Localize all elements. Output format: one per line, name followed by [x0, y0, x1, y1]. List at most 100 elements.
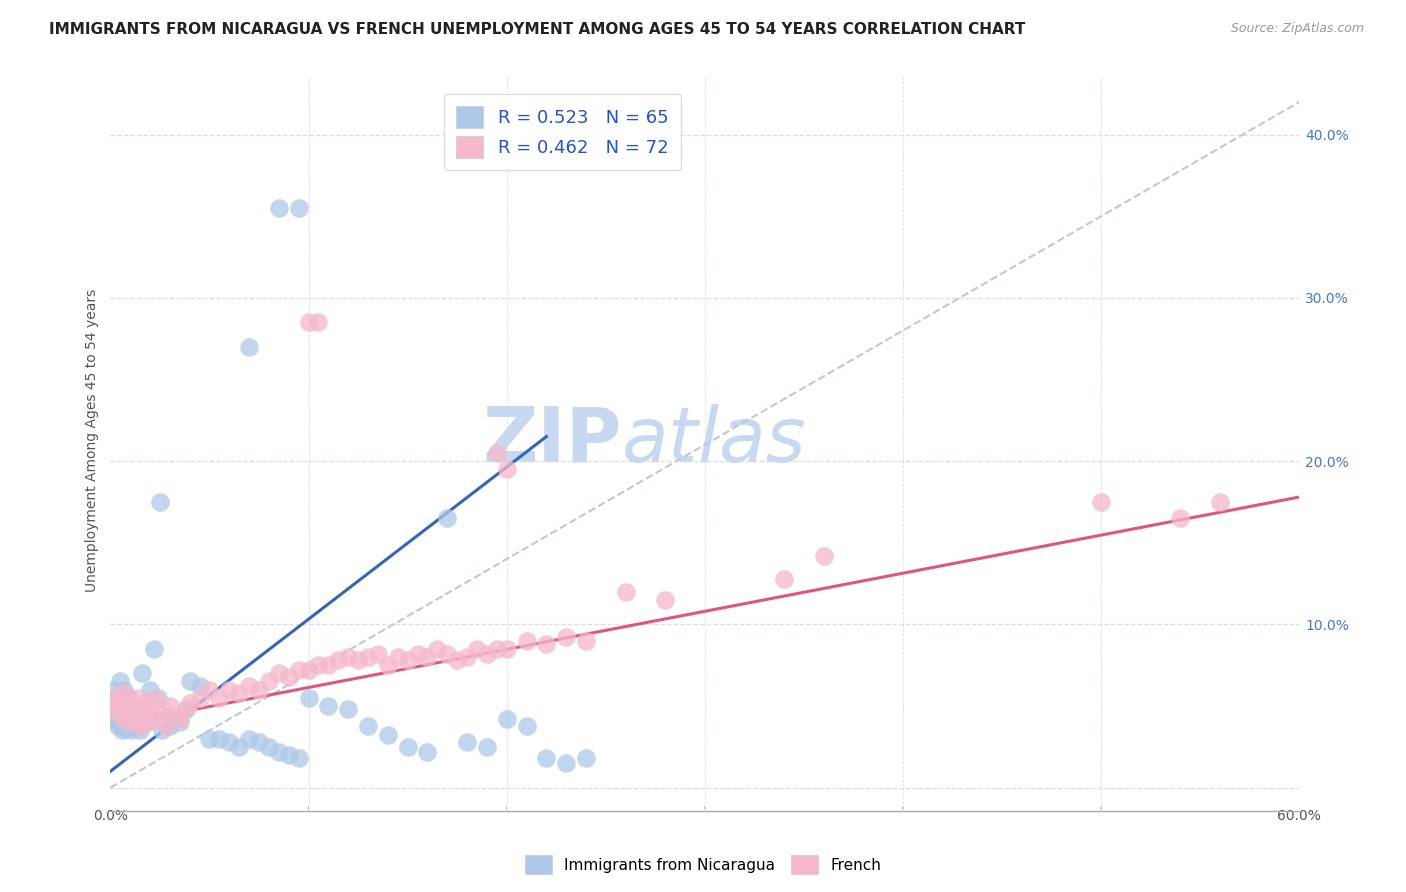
Point — [105, 690, 128, 705]
Point — [169, 712, 191, 726]
Point — [125, 712, 148, 726]
Point — [396, 653, 419, 667]
Point — [198, 682, 221, 697]
Point — [159, 698, 181, 713]
Point — [179, 674, 201, 689]
Point — [198, 731, 221, 746]
Point — [575, 633, 598, 648]
Point — [257, 739, 280, 754]
Point — [112, 682, 135, 697]
Point — [188, 690, 211, 705]
Point — [456, 735, 478, 749]
Point — [308, 658, 330, 673]
Point — [416, 650, 439, 665]
Point — [127, 712, 149, 726]
Point — [426, 641, 449, 656]
Point — [112, 718, 135, 732]
Point — [121, 723, 143, 738]
Point — [117, 690, 139, 705]
Point — [238, 679, 260, 693]
Point — [117, 712, 139, 726]
Point — [149, 495, 172, 509]
Point — [208, 690, 231, 705]
Point — [174, 702, 197, 716]
Point — [122, 702, 145, 716]
Point — [139, 682, 162, 697]
Point — [387, 650, 409, 665]
Point — [347, 653, 370, 667]
Point — [396, 739, 419, 754]
Point — [287, 663, 309, 677]
Point — [107, 702, 129, 716]
Point — [218, 682, 240, 697]
Point — [575, 751, 598, 765]
Point — [101, 698, 124, 713]
Point — [228, 739, 250, 754]
Point — [297, 315, 319, 329]
Point — [337, 650, 360, 665]
Point — [247, 735, 270, 749]
Point — [267, 666, 290, 681]
Point — [277, 670, 299, 684]
Point — [163, 708, 186, 723]
Point — [125, 718, 148, 732]
Point — [773, 572, 796, 586]
Point — [107, 718, 129, 732]
Point — [146, 690, 169, 705]
Point — [103, 696, 125, 710]
Point — [127, 690, 149, 705]
Point — [136, 715, 159, 730]
Point — [174, 702, 197, 716]
Point — [536, 637, 558, 651]
Point — [143, 690, 166, 705]
Point — [495, 462, 517, 476]
Point — [117, 690, 139, 705]
Point — [188, 679, 211, 693]
Point — [155, 718, 177, 732]
Point — [107, 698, 129, 713]
Point — [436, 511, 458, 525]
Point — [495, 641, 517, 656]
Point — [121, 696, 143, 710]
Point — [150, 702, 173, 716]
Point — [446, 653, 468, 667]
Point — [131, 698, 153, 713]
Point — [135, 715, 157, 730]
Point — [112, 712, 135, 726]
Point — [111, 723, 134, 738]
Point — [120, 708, 142, 723]
Point — [115, 698, 138, 713]
Point — [110, 690, 132, 705]
Point — [297, 690, 319, 705]
Point — [247, 682, 270, 697]
Point — [357, 650, 380, 665]
Point — [218, 735, 240, 749]
Point — [318, 658, 340, 673]
Point — [475, 739, 498, 754]
Point — [367, 647, 389, 661]
Point — [308, 315, 330, 329]
Point — [456, 650, 478, 665]
Point — [101, 702, 124, 716]
Point — [516, 633, 538, 648]
Point — [328, 653, 350, 667]
Point — [105, 690, 128, 705]
Text: ZIP: ZIP — [482, 404, 621, 478]
Point — [112, 708, 135, 723]
Point — [516, 718, 538, 732]
Point — [406, 647, 429, 661]
Point — [297, 663, 319, 677]
Y-axis label: Unemployment Among Ages 45 to 54 years: Unemployment Among Ages 45 to 54 years — [86, 289, 100, 592]
Point — [813, 549, 835, 563]
Point — [377, 728, 399, 742]
Point — [485, 446, 508, 460]
Point — [122, 715, 145, 730]
Point — [495, 712, 517, 726]
Point — [159, 718, 181, 732]
Point — [120, 715, 142, 730]
Point — [257, 674, 280, 689]
Point — [179, 696, 201, 710]
Point — [111, 686, 134, 700]
Point — [115, 722, 138, 736]
Point — [555, 756, 578, 771]
